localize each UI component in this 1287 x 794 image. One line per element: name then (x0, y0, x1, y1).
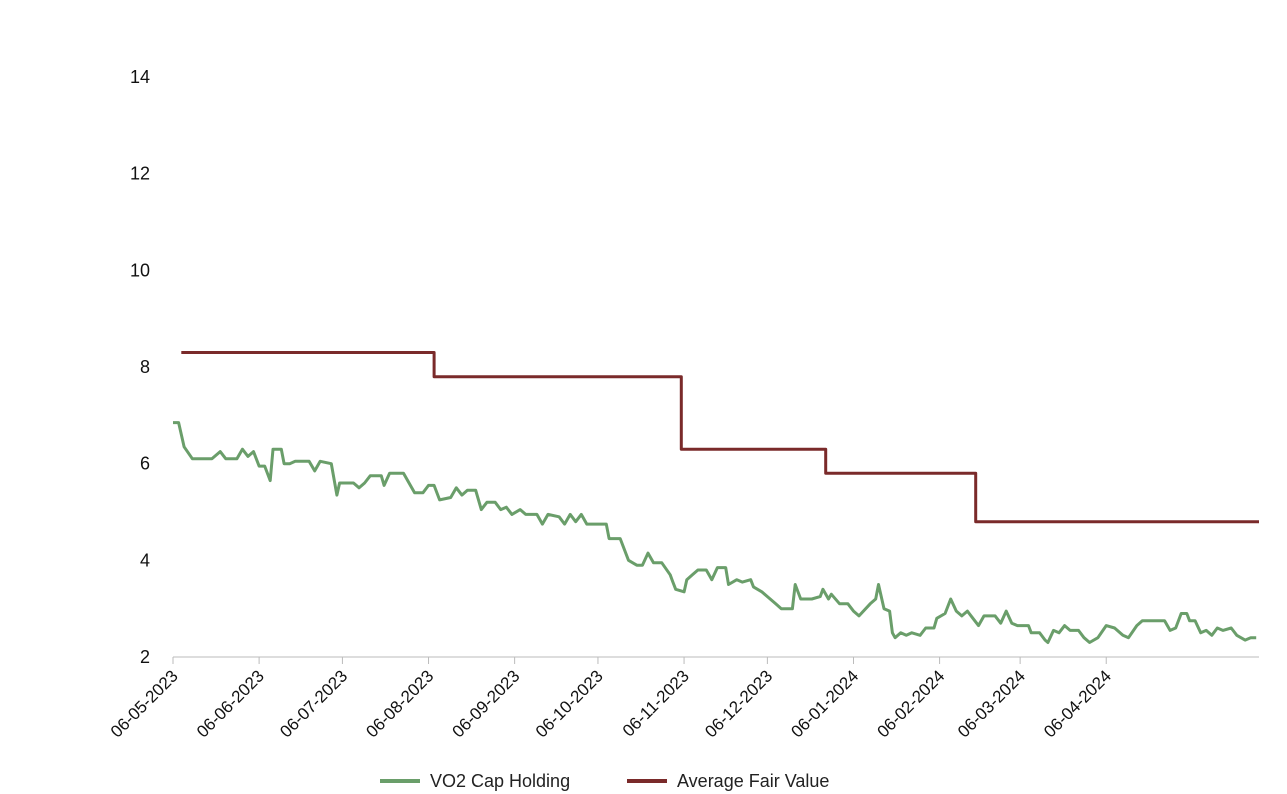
y-tick-label: 2 (140, 647, 150, 667)
y-tick-label: 10 (130, 260, 150, 280)
legend-label-fair-value: Average Fair Value (677, 771, 829, 791)
y-tick-label: 12 (130, 164, 150, 184)
y-tick-label: 4 (140, 550, 150, 570)
x-tick-label: 06-10-2023 (532, 666, 607, 741)
x-tick-label: 06-02-2024 (873, 666, 948, 741)
legend-label-vo2: VO2 Cap Holding (430, 771, 570, 791)
x-tick-label: 06-06-2023 (193, 666, 268, 741)
x-tick-label: 06-03-2024 (954, 666, 1029, 741)
y-tick-label: 6 (140, 454, 150, 474)
x-tick-label: 06-01-2024 (787, 666, 862, 741)
x-tick-label: 06-04-2024 (1040, 666, 1115, 741)
x-axis: 06-05-2023 06-06-2023 06-07-2023 06-08-2023… (107, 656, 1259, 741)
legend: VO2 Cap Holding Average Fair Value (380, 771, 829, 791)
x-tick-label: 06-05-2023 (107, 666, 182, 741)
y-axis-ticks: 2 4 6 8 10 12 14 (130, 67, 150, 667)
x-tick-label: 06-08-2023 (362, 666, 437, 741)
x-tick-label: 06-07-2023 (276, 666, 351, 741)
y-tick-label: 14 (130, 67, 150, 87)
x-tick-label: 06-12-2023 (701, 666, 776, 741)
x-tick-label: 06-09-2023 (449, 666, 524, 741)
x-tick-label: 06-11-2023 (619, 666, 693, 740)
series-line-vo2-cap-holding (173, 421, 1257, 644)
y-tick-label: 8 (140, 357, 150, 377)
series-layer (173, 351, 1259, 644)
series-line-average-fair-value (181, 351, 1259, 524)
